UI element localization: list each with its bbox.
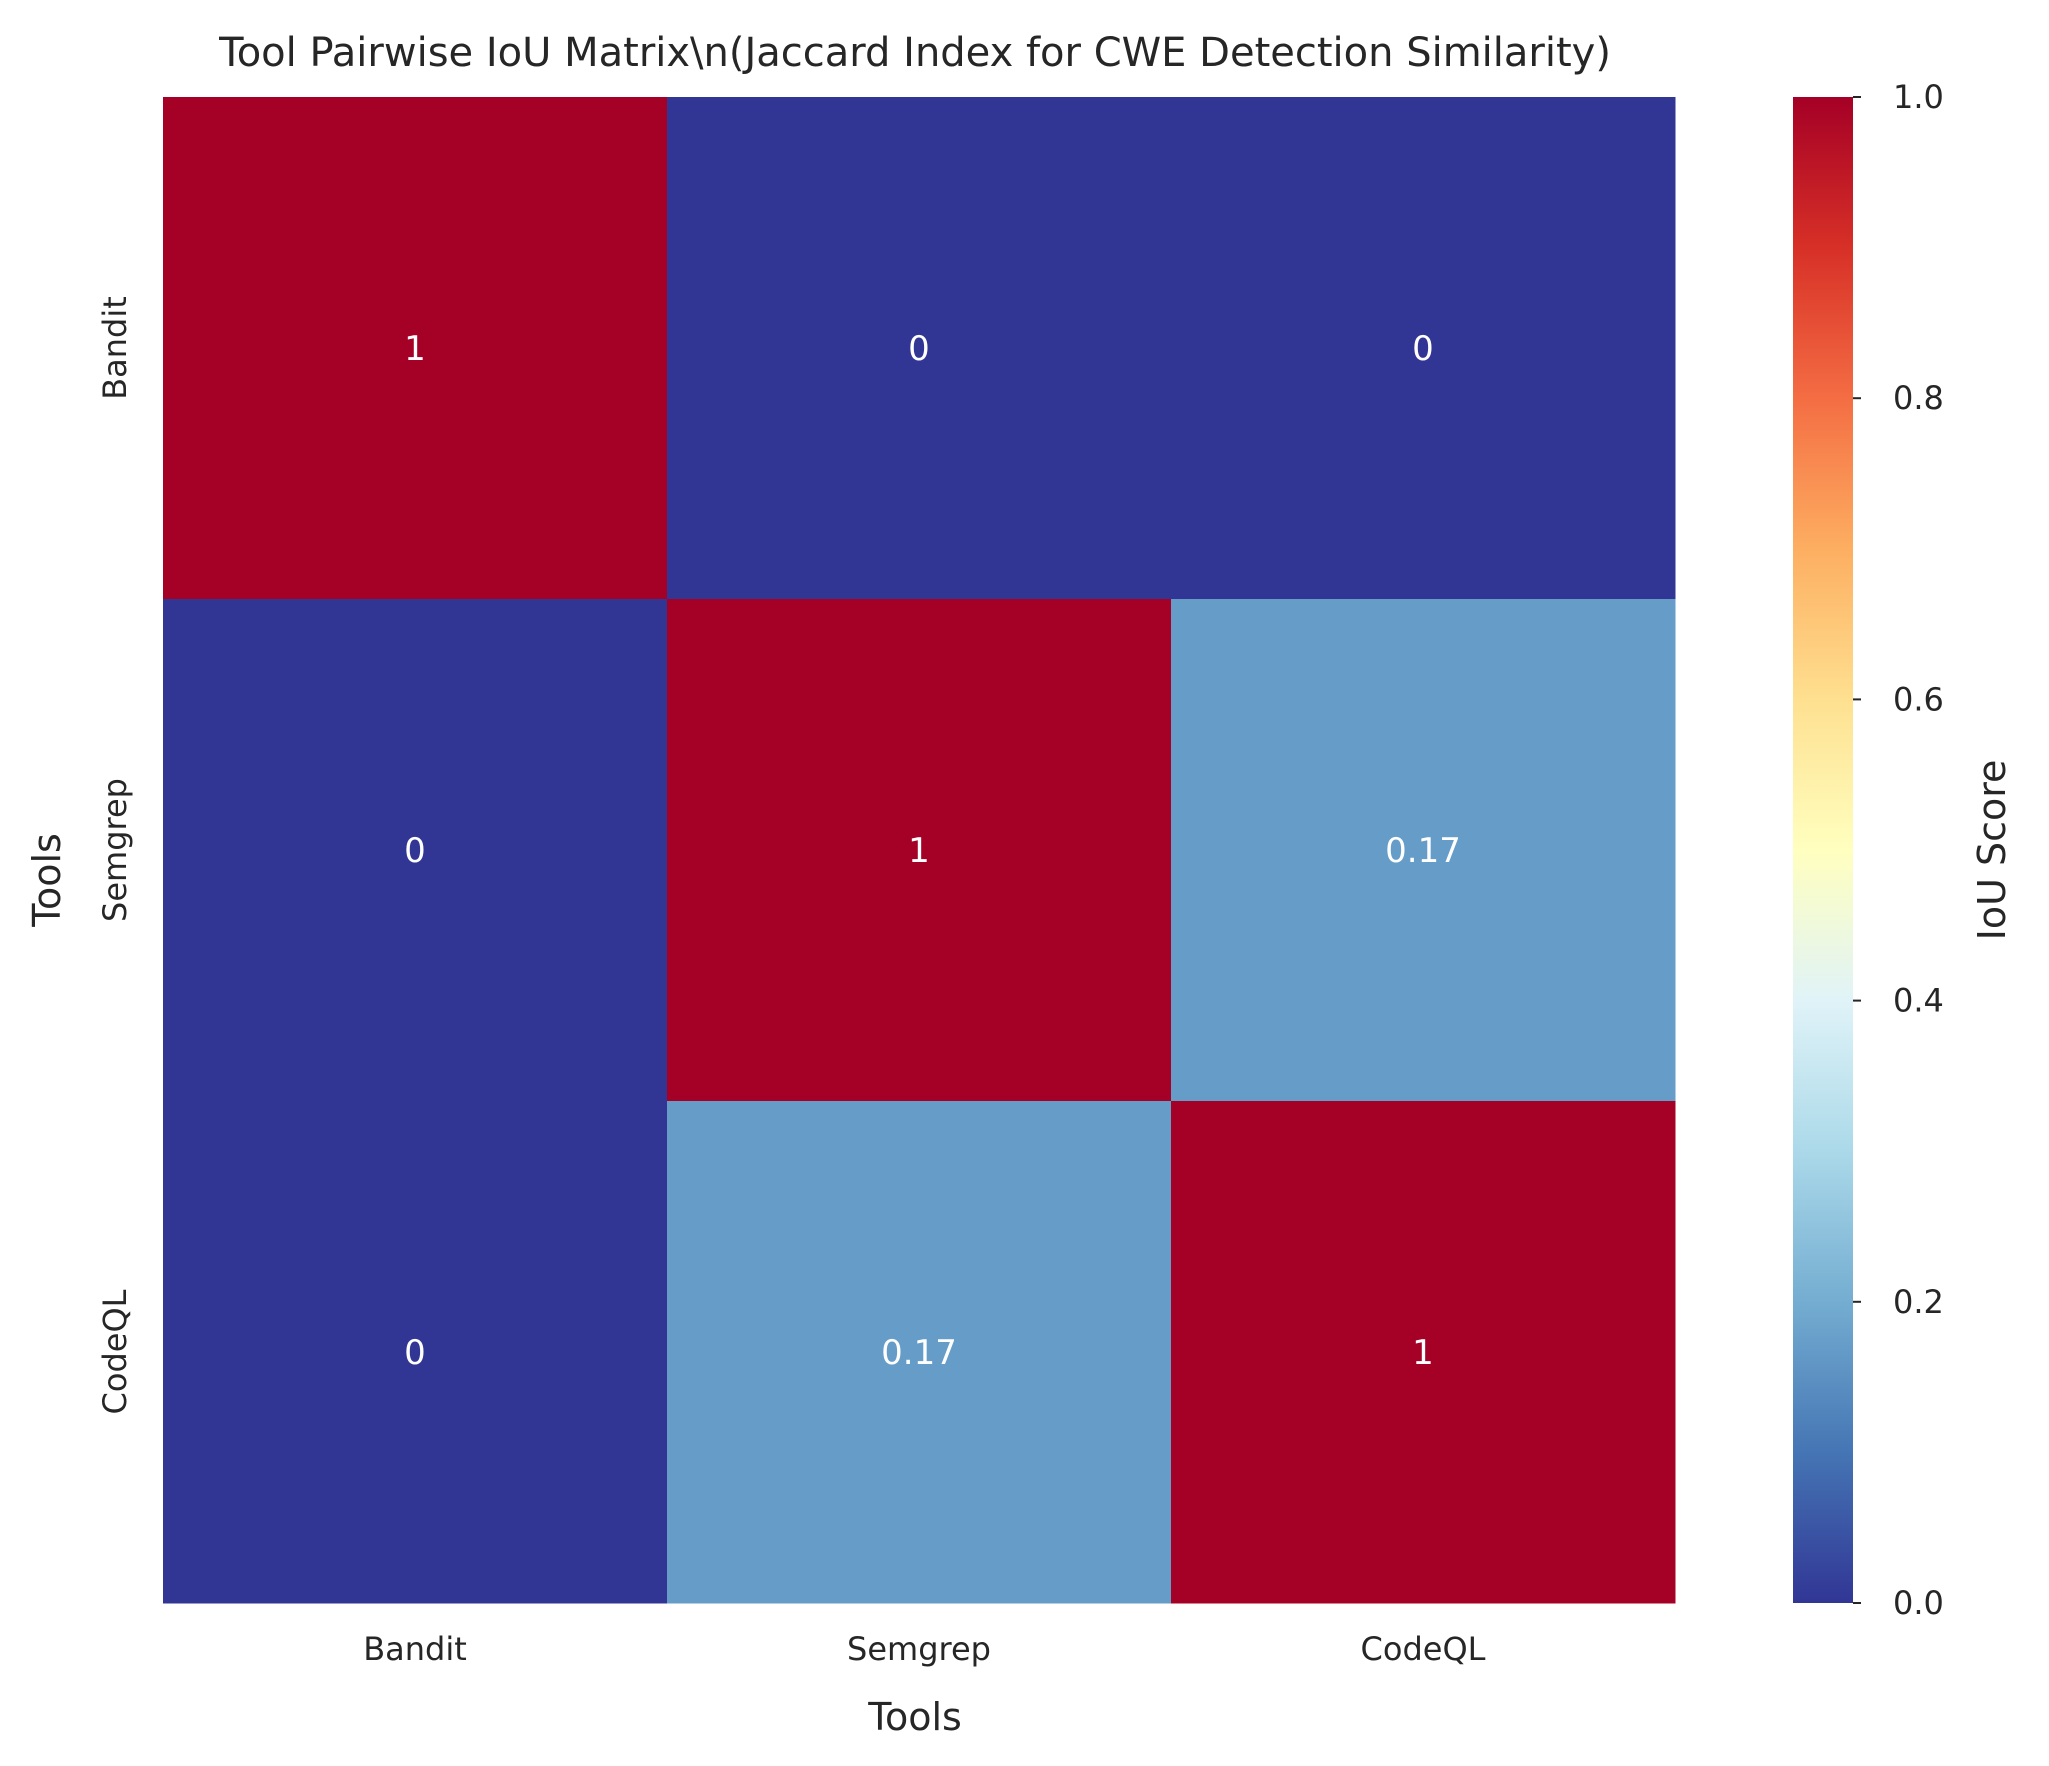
colorbar-tick-label: 0.4 bbox=[1893, 982, 1944, 1020]
y-tick-labels: Bandit Semgrep CodeQL bbox=[96, 296, 134, 1414]
colorbar-tick-label: 1.0 bbox=[1893, 78, 1944, 116]
colorbar-label: IoU Score bbox=[1970, 760, 2014, 941]
y-tick-label-bandit: Bandit bbox=[96, 296, 134, 400]
colorbar-tick-label: 0.6 bbox=[1893, 680, 1944, 718]
x-tick-label-codeql: CodeQL bbox=[1361, 1630, 1486, 1668]
colorbar-tick-label: 0.2 bbox=[1893, 1283, 1944, 1321]
heatmap-cell-2-1 bbox=[667, 1101, 1172, 1604]
y-tick-label-semgrep: Semgrep bbox=[96, 778, 134, 922]
heatmap-cells: 1 0 0 0 1 0.17 0 0.17 1 bbox=[163, 97, 1676, 1604]
colorbar-ticks: 0.0 0.2 0.4 0.6 0.8 1.0 bbox=[1853, 78, 1944, 1622]
cell-value-label-2-1: 0.17 bbox=[881, 1333, 957, 1373]
cell-value-label-0-0: 1 bbox=[404, 329, 426, 369]
heatmap-cell-1-2 bbox=[1171, 599, 1676, 1102]
cell-value-label-1-2: 0.17 bbox=[1385, 831, 1461, 871]
heatmap-cell-0-0 bbox=[163, 97, 668, 600]
cell-value-label-0-2: 0 bbox=[1412, 329, 1434, 369]
colorbar-tick-label: 0.8 bbox=[1893, 379, 1944, 417]
colorbar-tick-label: 0.0 bbox=[1893, 1584, 1944, 1622]
x-tick-label-semgrep: Semgrep bbox=[847, 1630, 991, 1668]
y-tick-label-codeql: CodeQL bbox=[96, 1289, 134, 1414]
heatmap-cell-2-2 bbox=[1171, 1101, 1676, 1604]
cell-value-label-2-2: 1 bbox=[1412, 1333, 1434, 1373]
heatmap-cell-2-0 bbox=[163, 1101, 668, 1604]
x-tick-label-bandit: Bandit bbox=[363, 1630, 467, 1668]
y-axis-label: Tools bbox=[25, 833, 69, 928]
cell-value-label-0-1: 0 bbox=[908, 329, 930, 369]
heatmap-cell-0-2 bbox=[1171, 97, 1676, 600]
cell-value-label-1-1: 1 bbox=[908, 831, 930, 871]
cell-value-label-1-0: 0 bbox=[404, 831, 426, 871]
chart-title: Tool Pairwise IoU Matrix\n(Jaccard Index… bbox=[218, 30, 1611, 76]
heatmap-cell-1-0 bbox=[163, 599, 668, 1102]
colorbar bbox=[1793, 97, 1853, 1603]
heatmap-cell-1-1 bbox=[667, 599, 1172, 1102]
heatmap-cell-0-1 bbox=[667, 97, 1172, 600]
cell-value-label-2-0: 0 bbox=[404, 1333, 426, 1373]
x-tick-labels: Bandit Semgrep CodeQL bbox=[363, 1630, 1485, 1668]
x-axis-label: Tools bbox=[867, 1695, 962, 1739]
